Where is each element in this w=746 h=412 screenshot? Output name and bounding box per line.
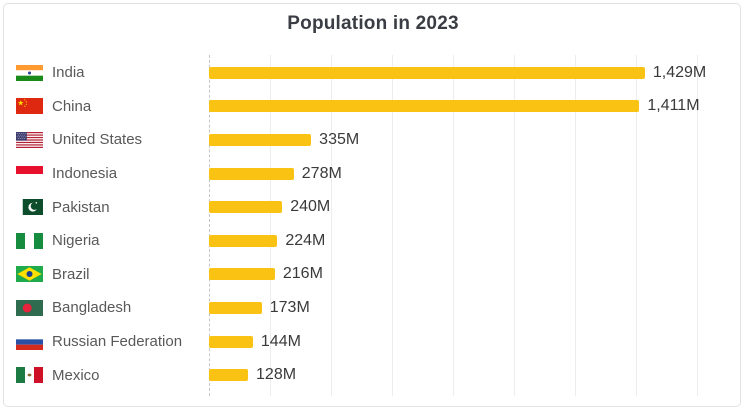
- country-label: India: [52, 64, 85, 82]
- population-bar: [209, 369, 249, 382]
- bar-plot: 240M: [209, 198, 697, 216]
- gridline: [331, 55, 332, 396]
- bar-row-nigeria: Nigeria 224M: [16, 224, 730, 258]
- flag-indonesia-icon: [16, 165, 43, 182]
- country-label: United States: [52, 131, 143, 149]
- value-label: 216M: [282, 265, 323, 283]
- grid: [209, 55, 698, 396]
- value-label: 144M: [260, 332, 301, 350]
- category-label-cell: Russian Federation: [16, 333, 209, 350]
- value-label: 278M: [301, 164, 342, 182]
- flag-bangladesh-icon: [16, 299, 43, 316]
- category-label-cell: Brazil: [16, 266, 209, 283]
- category-label-cell: India: [16, 64, 209, 81]
- flag-nigeria-icon: [16, 232, 43, 249]
- country-label: Brazil: [52, 265, 90, 283]
- bar-row-indonesia: Indonesia 278M: [16, 157, 730, 191]
- axis-line: [209, 55, 210, 396]
- value-label: 128M: [256, 366, 297, 384]
- gridline: [636, 55, 637, 396]
- flag-united-states-icon: [16, 131, 43, 148]
- population-bar: [209, 133, 312, 146]
- country-label: Indonesia: [52, 165, 118, 183]
- flag-china-icon: [16, 98, 43, 115]
- population-bar: [209, 268, 275, 281]
- bar-plot: 224M: [209, 232, 697, 250]
- category-label-cell: Mexico: [16, 367, 209, 384]
- bar-plot: 278M: [209, 165, 697, 183]
- category-label-cell: United States: [16, 131, 209, 148]
- bar-row-brazil: Brazil 216M: [16, 258, 730, 292]
- country-label: Bangladesh: [52, 299, 132, 317]
- population-bar: [209, 234, 278, 247]
- category-label-cell: Indonesia: [16, 165, 209, 182]
- country-label: Pakistan: [52, 198, 110, 216]
- bar-plot: 128M: [209, 366, 697, 384]
- gridline: [270, 55, 271, 396]
- flag-brazil-icon: [16, 266, 43, 283]
- country-label: Russian Federation: [52, 333, 183, 351]
- category-label-cell: Pakistan: [16, 199, 209, 216]
- value-label: 240M: [290, 198, 331, 216]
- bar-plot: 144M: [209, 333, 697, 351]
- country-label: Mexico: [52, 366, 100, 384]
- gridline: [697, 55, 698, 396]
- gridline: [575, 55, 576, 396]
- chart-title: Population in 2023: [287, 13, 459, 34]
- bar-plot: 1,411M: [209, 97, 700, 115]
- bar-plot: 1,429M: [209, 64, 706, 82]
- bar-row-mexico: Mexico 128M: [16, 358, 730, 392]
- gridline: [392, 55, 393, 396]
- bar-row-china: China 1,411M: [16, 90, 730, 124]
- value-label: 1,411M: [647, 97, 700, 115]
- population-bar: [209, 100, 640, 113]
- population-bar: [209, 335, 253, 348]
- bar-row-russian-federation: Russian Federation 144M: [16, 325, 730, 359]
- category-label-cell: Bangladesh: [16, 299, 209, 316]
- bar-rows: India 1,429M China 1,411M: [16, 56, 730, 392]
- value-label: 173M: [269, 298, 310, 316]
- country-label: Nigeria: [52, 232, 100, 250]
- flag-russia-icon: [16, 333, 43, 350]
- bar-row-united-states: United States 335M: [16, 123, 730, 157]
- population-bar: [209, 201, 283, 214]
- bar-plot: 216M: [209, 265, 697, 283]
- flag-mexico-icon: [16, 367, 43, 384]
- population-bar: [209, 301, 262, 314]
- bar-row-pakistan: Pakistan 240M: [16, 190, 730, 224]
- bar-plot: 173M: [209, 299, 697, 317]
- gridline: [453, 55, 454, 396]
- value-label: 224M: [285, 231, 326, 249]
- flag-india-icon: [16, 64, 43, 81]
- value-label: 335M: [319, 130, 360, 148]
- category-label-cell: Nigeria: [16, 232, 209, 249]
- bar-row-india: India 1,429M: [16, 56, 730, 90]
- category-label-cell: China: [16, 98, 209, 115]
- flag-pakistan-icon: [16, 199, 43, 216]
- bar-plot: 335M: [209, 131, 697, 149]
- country-label: China: [52, 97, 92, 115]
- bar-row-bangladesh: Bangladesh 173M: [16, 291, 730, 325]
- population-bar: [209, 167, 294, 180]
- population-bar: [209, 66, 645, 79]
- value-label: 1,429M: [652, 63, 707, 81]
- gridline: [514, 55, 515, 396]
